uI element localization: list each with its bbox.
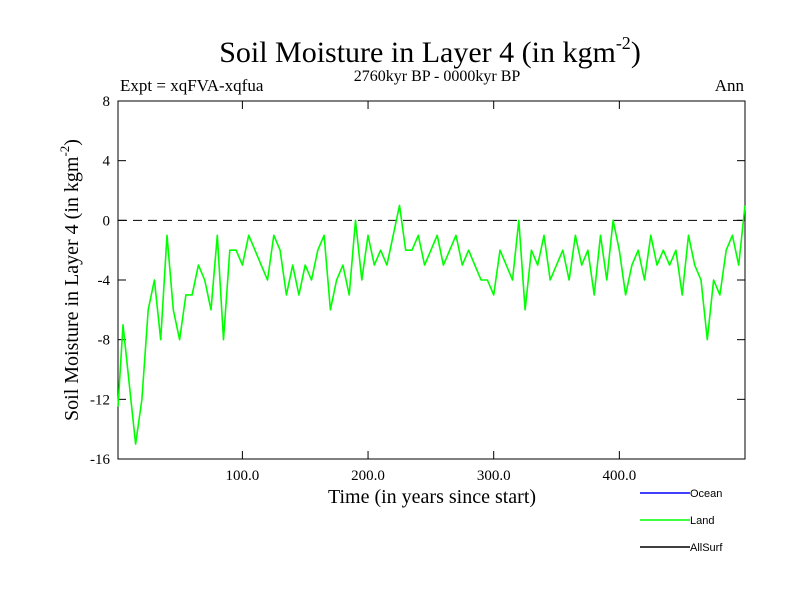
- x-tick-label: 400.0: [602, 468, 636, 484]
- legend: Ocean Land AllSurf: [640, 488, 723, 554]
- plot-area: [117, 100, 746, 460]
- y-axis-label-sup: -2: [57, 146, 72, 157]
- series-line-land: [117, 204, 746, 445]
- chart-title-main: Soil Moisture in Layer 4 (in kgm: [219, 36, 616, 69]
- legend-label-allsurf: AllSurf: [690, 542, 723, 554]
- y-axis-label: Soil Moisture in Layer 4 (in kgm-2): [57, 139, 83, 421]
- y-tick-label: -16: [90, 452, 110, 468]
- y-axis-label-main: Soil Moisture in Layer 4 (in kgm: [61, 156, 83, 421]
- y-tick-label: 8: [103, 94, 111, 110]
- chart-title-sup: -2: [616, 33, 631, 53]
- y-tick-label: -12: [90, 392, 110, 408]
- y-tick-label: 0: [103, 213, 111, 229]
- y-tick-label: -4: [98, 273, 111, 289]
- legend-label-land: Land: [690, 515, 714, 527]
- season-label: Ann: [715, 76, 745, 95]
- x-tick-label: 100.0: [226, 468, 260, 484]
- series-layer: [117, 204, 746, 445]
- x-tick-label: 300.0: [477, 468, 511, 484]
- x-axis-ticks: 100.0 200.0 300.0 400.0: [226, 101, 636, 484]
- expt-label: Expt = xqFVA-xqfua: [120, 76, 264, 95]
- chart-title-close: ): [631, 36, 641, 69]
- x-axis-label: Time (in years since start): [328, 486, 536, 508]
- y-axis-ticks: 8 4 0 -4 -8 -12 -16: [90, 94, 745, 468]
- legend-label-ocean: Ocean: [690, 488, 722, 500]
- chart-title: Soil Moisture in Layer 4 (in kgm-2): [219, 33, 641, 69]
- chart-subtitle: 2760kyr BP - 0000kyr BP: [354, 68, 521, 85]
- y-tick-label: 4: [103, 154, 111, 170]
- y-axis-label-close: ): [61, 139, 83, 146]
- y-tick-label: -8: [98, 333, 111, 349]
- x-tick-label: 200.0: [351, 468, 385, 484]
